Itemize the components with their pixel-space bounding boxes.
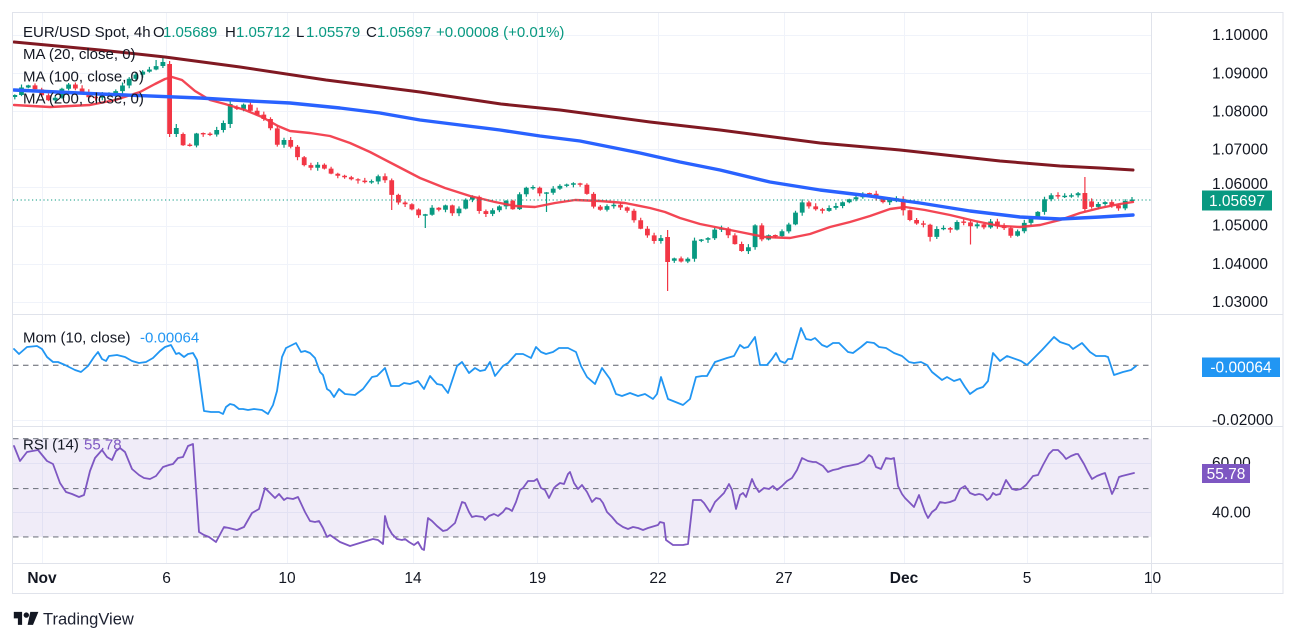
svg-text:1.04000: 1.04000 <box>1212 256 1268 273</box>
svg-text:10: 10 <box>278 570 296 587</box>
svg-text:1.05712: 1.05712 <box>236 24 290 41</box>
svg-text:L: L <box>296 24 304 41</box>
svg-text:40.00: 40.00 <box>1212 505 1251 522</box>
svg-text:1.05000: 1.05000 <box>1212 218 1268 235</box>
svg-text:Dec: Dec <box>890 570 919 587</box>
svg-text:27: 27 <box>775 570 792 587</box>
svg-text:+0.00008 (+0.01%): +0.00008 (+0.01%) <box>436 24 564 41</box>
svg-text:55.78: 55.78 <box>84 437 122 454</box>
svg-text:55.78: 55.78 <box>1207 466 1246 483</box>
svg-text:-0.00064: -0.00064 <box>140 330 199 347</box>
svg-text:MA (100, close, 0): MA (100, close, 0) <box>23 69 144 86</box>
svg-text:-0.00064: -0.00064 <box>1210 360 1272 377</box>
svg-text:1.05697: 1.05697 <box>1209 193 1265 210</box>
svg-text:1.08000: 1.08000 <box>1212 103 1268 120</box>
svg-text:1.05579: 1.05579 <box>306 24 360 41</box>
svg-text:10: 10 <box>1144 570 1162 587</box>
svg-text:H: H <box>225 24 236 41</box>
svg-text:TradingView: TradingView <box>43 611 134 629</box>
svg-text:RSI (14): RSI (14) <box>23 437 79 454</box>
svg-text:14: 14 <box>404 570 422 587</box>
svg-text:O: O <box>153 24 165 41</box>
svg-text:22: 22 <box>649 570 666 587</box>
svg-text:MA (20, close, 0): MA (20, close, 0) <box>23 46 136 63</box>
svg-text:1.09000: 1.09000 <box>1212 65 1268 82</box>
svg-text:1.03000: 1.03000 <box>1212 294 1268 311</box>
svg-text:1.05697: 1.05697 <box>377 24 431 41</box>
svg-text:1.05689: 1.05689 <box>163 24 217 41</box>
svg-text:19: 19 <box>529 570 546 587</box>
svg-text:1.10000: 1.10000 <box>1212 27 1268 44</box>
svg-text:-0.02000: -0.02000 <box>1212 412 1274 429</box>
svg-text:Mom (10, close): Mom (10, close) <box>23 330 131 347</box>
svg-text:EUR/USD Spot, 4h: EUR/USD Spot, 4h <box>23 24 151 41</box>
svg-text:1.06000: 1.06000 <box>1212 176 1268 193</box>
svg-text:MA (200, close, 0): MA (200, close, 0) <box>23 91 144 108</box>
svg-text:5: 5 <box>1023 570 1032 587</box>
svg-text:Nov: Nov <box>27 570 57 587</box>
svg-text:C: C <box>366 24 377 41</box>
svg-text:6: 6 <box>162 570 171 587</box>
svg-text:1.07000: 1.07000 <box>1212 142 1268 159</box>
